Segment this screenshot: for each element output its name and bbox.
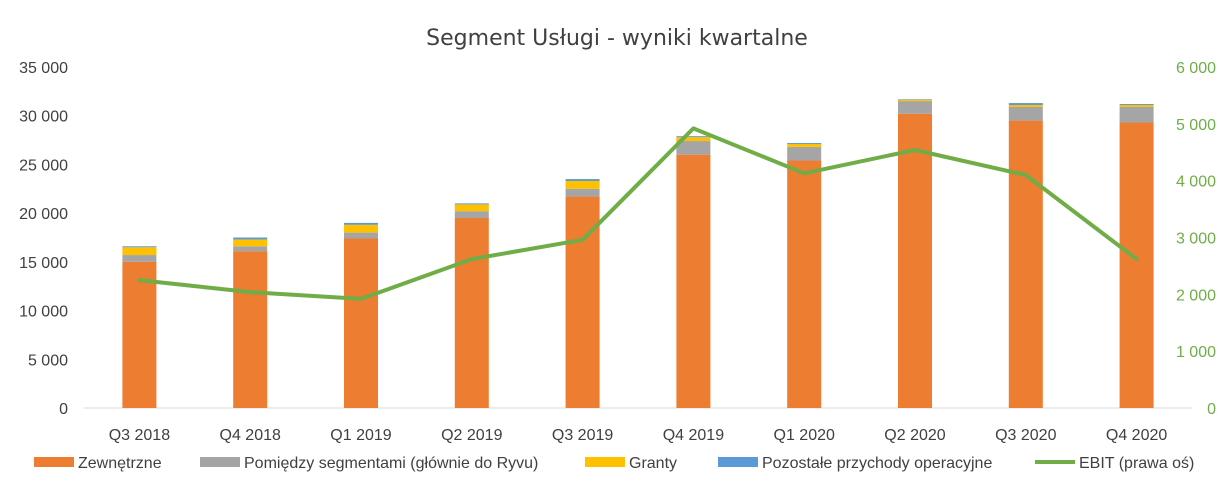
bar-segment-4: [565, 179, 600, 181]
legend-label: Zewnętrzne: [78, 455, 162, 472]
bar-segment-1: [1119, 122, 1154, 408]
left-axis-tick-label: 30 000: [19, 109, 68, 126]
left-axis-tick-label: 25 000: [19, 157, 68, 174]
right-axis-ticks: 0 1 000 2 000 3 000 4 000 5 000 6 000: [1176, 60, 1216, 418]
right-axis-tick-label: 1 000: [1176, 344, 1216, 361]
bar-segment-3: [787, 143, 822, 147]
bar-segment-3: [454, 204, 489, 212]
bar-segment-3: [1008, 104, 1043, 107]
bar-segment-3: [565, 180, 600, 189]
bar-segment-1: [676, 154, 711, 408]
legend-swatch: [718, 457, 758, 467]
right-axis-tick-label: 3 000: [1176, 231, 1216, 248]
bar-segment-4: [454, 203, 489, 205]
legend-swatch: [34, 457, 74, 467]
x-axis-tick-label: Q3 2018: [109, 427, 170, 444]
bar-segment-1: [344, 238, 378, 408]
bar-segment-1: [1008, 120, 1043, 408]
legend-swatch: [200, 457, 240, 467]
bar-segment-1: [454, 218, 489, 408]
bar-segment-3: [122, 247, 157, 256]
left-axis-tick-label: 5 000: [28, 352, 68, 369]
bar-segment-2: [344, 232, 378, 239]
left-axis-tick-label: 35 000: [19, 60, 68, 77]
bar-segment-2: [565, 188, 600, 197]
bar-segment-4: [122, 246, 157, 248]
x-axis-tick-label: Q1 2019: [330, 427, 391, 444]
bar-segment-1: [565, 196, 600, 408]
bar-segment-2: [676, 141, 711, 155]
bar-segment-2: [122, 255, 157, 262]
left-axis-tick-label: 10 000: [19, 304, 68, 321]
x-axis-labels: Q3 2018 Q4 2018 Q1 2019 Q2 2019 Q3 2019 Q4 20…: [109, 427, 1168, 444]
right-axis-tick-label: 5 000: [1176, 117, 1216, 134]
legend: Zewnętrzne Pomiędzy segmentami (głównie d…: [34, 455, 1194, 472]
bar-segment-4: [676, 136, 711, 138]
bar-segment-2: [233, 246, 268, 252]
x-axis-tick-label: Q2 2020: [884, 427, 945, 444]
legend-label: EBIT (prawa oś): [1079, 455, 1194, 472]
right-axis-tick-label: 0: [1207, 401, 1216, 418]
ebit-line-group: [137, 126, 1139, 301]
x-axis-tick-label: Q3 2019: [552, 427, 613, 444]
bar-segment-4: [344, 222, 378, 225]
bar-segment-4: [787, 142, 822, 144]
bar-segment-2: [1119, 106, 1154, 123]
bar-segment-1: [233, 251, 268, 408]
x-axis-tick-label: Q4 2019: [663, 427, 724, 444]
right-axis-tick-label: 4 000: [1176, 174, 1216, 191]
bar-segment-3: [898, 99, 932, 102]
legend-swatch: [585, 457, 625, 467]
ebit-line: [137, 126, 1139, 301]
x-axis-tick-label: Q4 2020: [1106, 427, 1167, 444]
legend-label: Pomiędzy segmentami (głównie do Ryvu): [244, 455, 538, 472]
left-axis-ticks: 0 5 000 10 000 15 000 20 000 25 000 30 000 35 0…: [19, 60, 68, 418]
bar-segment-3: [1119, 104, 1154, 107]
bar-segment-2: [454, 211, 489, 219]
bar-segment-2: [1008, 106, 1043, 121]
x-axis-tick-label: Q1 2020: [774, 427, 835, 444]
bar-segment-1: [122, 261, 157, 408]
left-axis-tick-label: 15 000: [19, 255, 68, 272]
bar-segment-3: [676, 137, 711, 142]
bar-segment-4: [1008, 103, 1043, 105]
bar-segment-1: [787, 160, 822, 408]
bar-segment-1: [898, 113, 932, 408]
left-axis-tick-label: 20 000: [19, 206, 68, 223]
bar-segment-2: [898, 101, 932, 114]
chart-title: Segment Usługi - wyniki kwartalne: [426, 26, 808, 51]
x-axis-tick-label: Q2 2019: [441, 427, 502, 444]
right-axis-tick-label: 6 000: [1176, 60, 1216, 77]
bar-segment-2: [787, 146, 822, 161]
bars: [122, 99, 1154, 408]
x-axis-tick-label: Q4 2018: [220, 427, 281, 444]
right-axis-tick-label: 2 000: [1176, 287, 1216, 304]
legend-label: Granty: [629, 455, 677, 472]
legend-label: Pozostałe przychody operacyjne: [762, 455, 992, 472]
bar-segment-4: [233, 237, 268, 240]
bar-segment-3: [233, 239, 268, 247]
x-axis-tick-label: Q3 2020: [995, 427, 1056, 444]
left-axis-tick-label: 0: [59, 401, 68, 418]
bar-segment-3: [344, 224, 378, 233]
bar-segment-4: [1119, 104, 1154, 105]
